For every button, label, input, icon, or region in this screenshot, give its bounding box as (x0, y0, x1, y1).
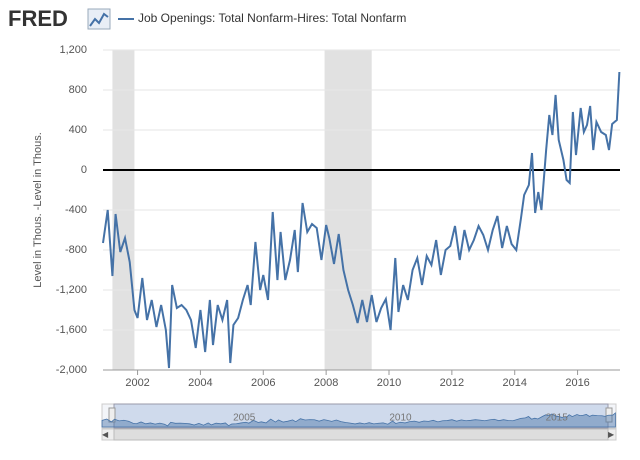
y-axis-label: Level in Thous. -Level in Thous. (32, 132, 44, 288)
x-tick-label: 2014 (502, 377, 526, 389)
scroll-right[interactable]: ▶ (608, 430, 615, 439)
y-tick-label: -800 (65, 244, 87, 256)
logo: FRED (8, 6, 68, 31)
data-line (102, 71, 621, 369)
x-tick-label: 2002 (125, 377, 149, 389)
navigator-tick-label: 2015 (546, 413, 569, 424)
y-tick-label: -400 (65, 204, 87, 216)
logo-icon (87, 8, 111, 30)
x-tick-label: 2004 (188, 377, 212, 389)
scroll-left[interactable]: ◀ (102, 430, 109, 439)
y-tick-label: -1,600 (56, 324, 87, 336)
y-tick-label: 1,200 (59, 44, 87, 56)
x-tick-label: 2006 (251, 377, 275, 389)
scrollbar-thumb[interactable] (113, 428, 609, 441)
navigator-handle[interactable] (108, 407, 116, 423)
x-tick-label: 2010 (377, 377, 401, 389)
x-tick-label: 2008 (314, 377, 338, 389)
navigator-area (101, 412, 616, 428)
legend-label: Job Openings: Total Nonfarm-Hires: Total… (138, 11, 406, 25)
y-tick-label: 400 (69, 124, 87, 136)
navigator-tick-label: 2005 (233, 413, 256, 424)
y-tick-label: 800 (69, 84, 87, 96)
x-tick-label: 2012 (440, 377, 464, 389)
y-tick-label: -1,200 (56, 284, 87, 296)
y-tick-label: -2,000 (56, 364, 87, 376)
navigator-tick-label: 2010 (389, 413, 412, 424)
y-tick-label: 0 (81, 164, 87, 176)
x-tick-label: 2016 (565, 377, 589, 389)
